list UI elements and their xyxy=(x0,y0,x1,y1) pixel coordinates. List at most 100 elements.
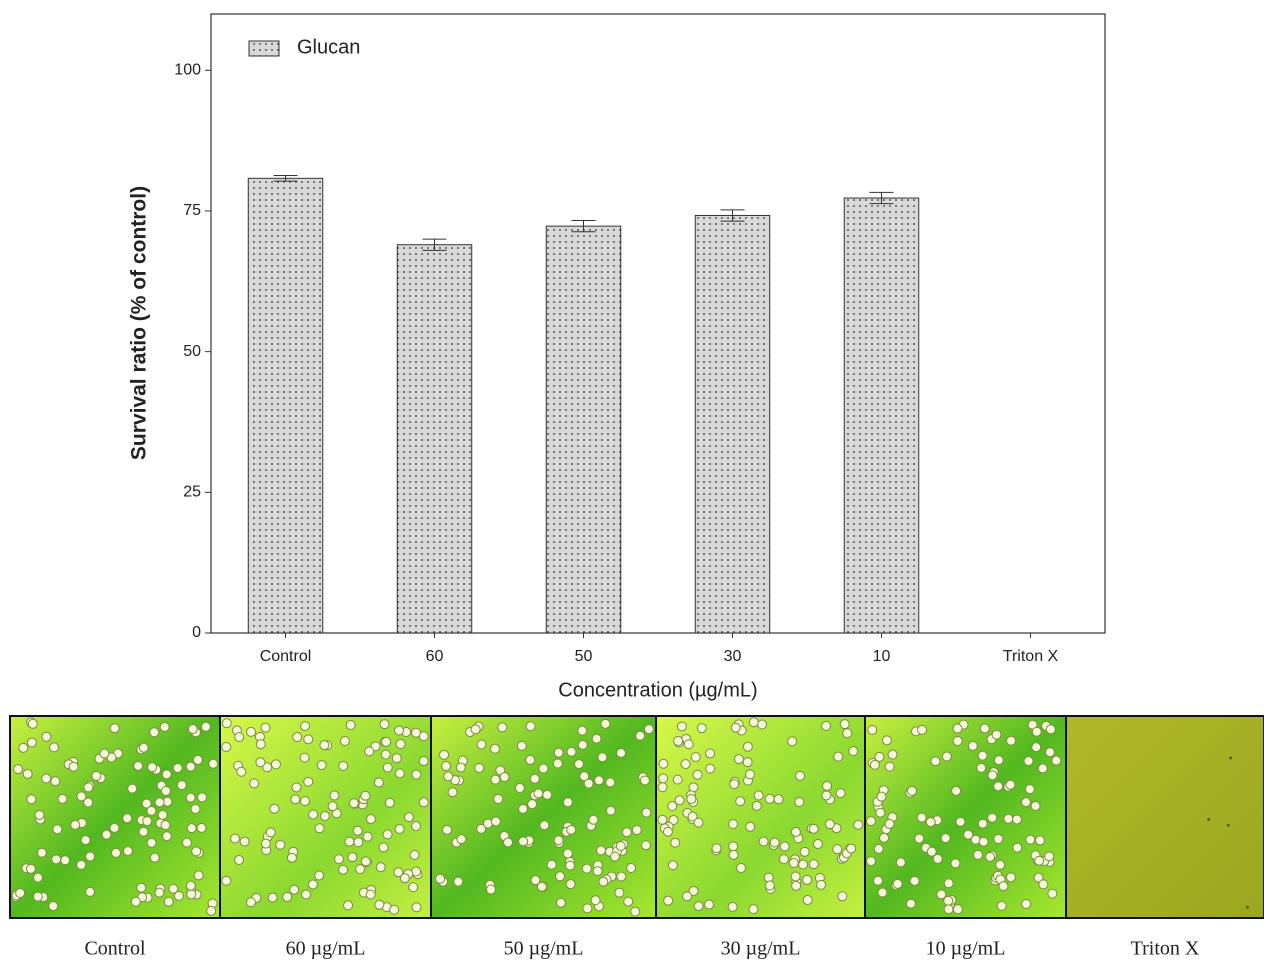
cell xyxy=(995,859,1006,870)
cell xyxy=(168,883,179,894)
cell xyxy=(909,875,920,886)
x-tick-label: 60 xyxy=(426,648,444,665)
cell xyxy=(846,843,857,854)
cell xyxy=(533,788,544,799)
cell xyxy=(943,895,954,906)
cell xyxy=(798,859,809,870)
cell xyxy=(972,849,983,860)
cell xyxy=(730,722,741,733)
cell xyxy=(157,809,168,820)
cell xyxy=(262,762,273,773)
cell xyxy=(50,776,61,787)
cell xyxy=(530,875,541,886)
cell xyxy=(260,838,271,849)
cell xyxy=(683,739,694,750)
cell xyxy=(1245,905,1249,909)
cell xyxy=(639,775,650,786)
cell xyxy=(186,889,197,900)
cell xyxy=(338,760,349,771)
cell xyxy=(443,771,454,782)
cell xyxy=(439,749,450,760)
plot-frame xyxy=(210,13,1106,634)
cell xyxy=(553,835,564,846)
cell xyxy=(206,905,217,916)
cell xyxy=(884,761,895,772)
x-tick-label: Control xyxy=(260,648,312,665)
cell xyxy=(191,846,202,857)
cell xyxy=(979,723,990,734)
cell xyxy=(411,769,422,780)
cell xyxy=(408,882,419,893)
cell xyxy=(286,852,297,863)
cell xyxy=(682,891,693,902)
cell xyxy=(916,812,927,823)
cell xyxy=(190,803,201,814)
cell xyxy=(41,773,52,784)
cell xyxy=(27,718,38,729)
cell xyxy=(394,725,405,736)
cell xyxy=(848,746,859,757)
cell xyxy=(764,880,775,891)
cell xyxy=(993,833,1004,844)
cell xyxy=(267,892,278,903)
cell xyxy=(635,730,646,741)
x-axis-label: Concentration (µg/mL) xyxy=(558,679,757,701)
cell xyxy=(833,751,844,762)
cell xyxy=(269,803,280,814)
cell xyxy=(1005,872,1016,883)
cell xyxy=(185,761,196,772)
cell xyxy=(977,750,988,761)
cell xyxy=(996,900,1007,911)
cell xyxy=(1006,735,1017,746)
cell xyxy=(185,880,196,891)
cell xyxy=(728,818,739,829)
cell xyxy=(373,777,384,788)
cell xyxy=(493,794,504,805)
x-tick-label: 10 xyxy=(873,648,891,665)
cell xyxy=(978,836,989,847)
cell xyxy=(319,740,330,751)
bar xyxy=(396,244,473,634)
cell xyxy=(790,827,801,838)
cell xyxy=(1047,888,1058,899)
cell xyxy=(41,731,52,742)
cell xyxy=(711,843,722,854)
cell xyxy=(802,894,813,905)
cell xyxy=(542,789,553,800)
cell xyxy=(821,790,832,801)
cell xyxy=(1035,835,1046,846)
cell xyxy=(68,761,79,772)
cell xyxy=(693,817,704,828)
cell xyxy=(667,860,678,871)
cell xyxy=(345,720,356,731)
cell xyxy=(514,782,525,793)
cell xyxy=(1005,779,1016,790)
cell xyxy=(641,807,652,818)
cell xyxy=(300,721,311,732)
cell xyxy=(914,833,925,844)
cell xyxy=(950,858,961,869)
cell xyxy=(411,821,422,832)
cell xyxy=(917,724,928,735)
cell xyxy=(60,855,71,866)
cell xyxy=(83,797,94,808)
cell xyxy=(553,747,564,758)
cell xyxy=(308,809,319,820)
cell xyxy=(906,785,917,796)
cell xyxy=(34,809,45,820)
cell xyxy=(409,849,420,860)
cell xyxy=(808,859,819,870)
cell xyxy=(374,899,385,910)
cell xyxy=(290,794,301,805)
cell xyxy=(197,792,208,803)
cell xyxy=(1044,851,1055,862)
cell xyxy=(301,889,312,900)
cell xyxy=(598,876,609,887)
cell xyxy=(705,763,716,774)
cell xyxy=(1207,817,1211,821)
cell xyxy=(76,791,87,802)
cell xyxy=(745,821,756,832)
cell xyxy=(365,814,376,825)
cell xyxy=(967,740,978,751)
